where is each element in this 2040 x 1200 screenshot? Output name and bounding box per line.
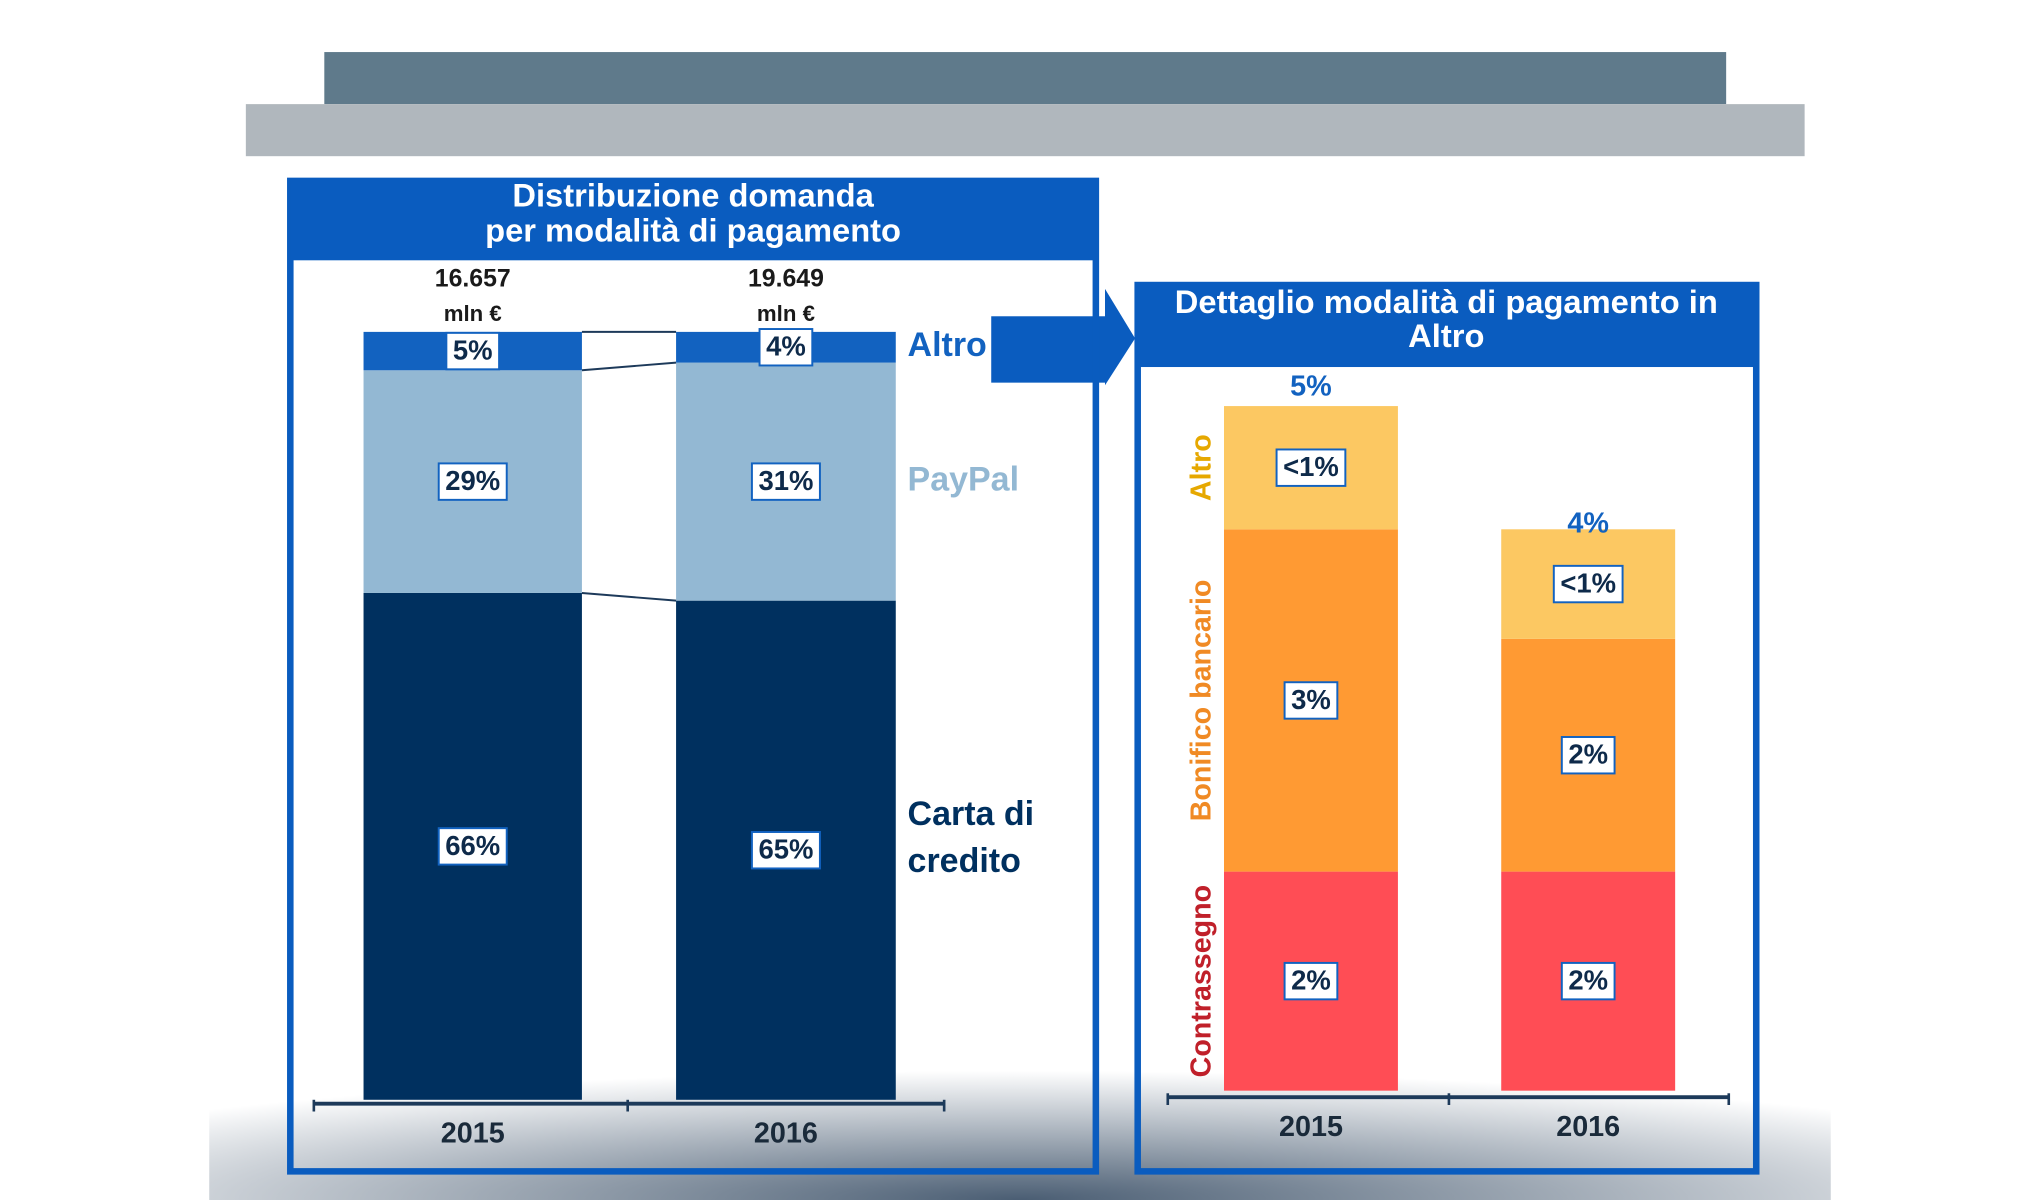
value-label-box	[437, 462, 508, 501]
value-label: 66%	[445, 830, 500, 861]
value-label-box	[1283, 681, 1339, 720]
connector	[581, 361, 677, 372]
value-label-box	[1552, 564, 1624, 604]
arrow-body	[991, 316, 1107, 383]
value-label: <1%	[1560, 568, 1616, 599]
x-tick-label: 2015	[1279, 1111, 1343, 1143]
legend-label: Carta di credito	[907, 794, 1035, 881]
panel-header	[290, 180, 1096, 261]
value-label: 2%	[1568, 965, 1608, 996]
value-label: <1%	[1283, 451, 1339, 482]
value-label: 2%	[1291, 965, 1331, 996]
value-label: 4%	[766, 331, 806, 362]
value-label: 65%	[758, 834, 813, 865]
x-tick-label: 2016	[754, 1118, 818, 1150]
total-unit: mln €	[444, 301, 502, 326]
value-label-box	[1283, 961, 1339, 1001]
legend-label: Altro	[1186, 434, 1218, 501]
chart-title: per modalità di pagamento	[485, 212, 901, 249]
value-label: 29%	[445, 465, 500, 496]
legend-entry: Carta di credito	[907, 794, 1035, 881]
total-label: 5%	[1290, 370, 1332, 402]
value-label-box	[750, 831, 821, 870]
value-label-box	[1560, 736, 1616, 775]
legend-label: Altro	[908, 326, 987, 364]
chart-title: Distribuzione domanda	[512, 176, 874, 213]
value-label: 5%	[453, 335, 493, 366]
legend-label: Contrassegno	[1186, 885, 1218, 1077]
arrow	[991, 288, 1136, 386]
chart-title: Altro	[1408, 317, 1484, 354]
chart-title: Dettaglio modalità di pagamento in	[1175, 283, 1718, 320]
total-label: 16.657	[435, 265, 511, 292]
x-tick-label: 2016	[1556, 1111, 1620, 1143]
value-label-box	[758, 328, 814, 367]
value-label: 3%	[1291, 684, 1331, 715]
connector	[581, 591, 677, 602]
value-label: 31%	[758, 465, 813, 496]
header-band	[245, 104, 1805, 157]
value-label-box	[437, 827, 508, 866]
panel-header	[1137, 285, 1757, 368]
x-tick-label: 2015	[441, 1118, 505, 1150]
total-label: 19.649	[748, 265, 824, 292]
value-label-box	[1560, 961, 1616, 1001]
value-label-box	[750, 462, 821, 501]
total-label: 4%	[1567, 507, 1609, 539]
value-label-box	[445, 331, 501, 371]
value-label: 2%	[1568, 739, 1608, 770]
legend-label: Bonifico bancario	[1186, 580, 1218, 822]
arrow-head	[1105, 288, 1136, 386]
value-label-box	[1275, 448, 1347, 487]
header-band	[324, 52, 1727, 105]
legend-label: PayPal	[908, 461, 1019, 499]
total-unit: mln €	[757, 301, 815, 326]
